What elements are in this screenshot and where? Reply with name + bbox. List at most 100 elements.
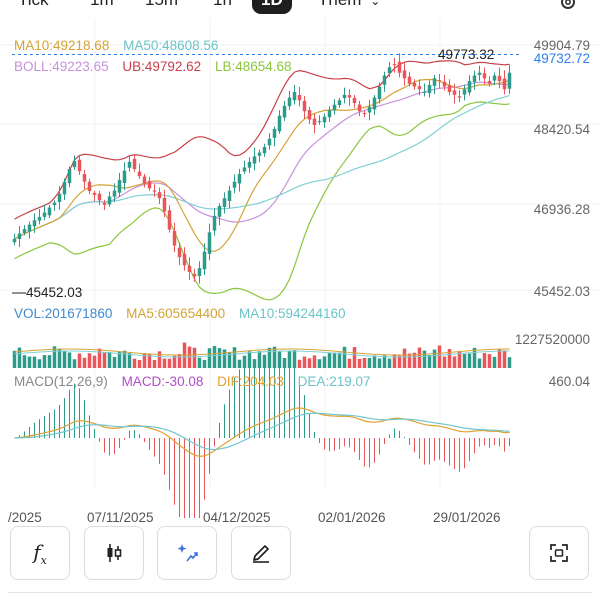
volume-bar [347, 358, 352, 368]
kline-chart[interactable]: MA10:49218.68 MA50:48608.56 BOLL:49223.6… [0, 18, 600, 525]
candle-body [197, 268, 202, 277]
candle-body [442, 81, 447, 87]
volume-bar [152, 359, 157, 368]
date-label-3: 02/01/2026 [318, 510, 386, 525]
volume-bar [487, 354, 492, 368]
candle-body [42, 212, 47, 217]
candle-body [412, 82, 417, 87]
volume-bar [232, 347, 237, 368]
volume-bar [117, 351, 122, 368]
tab-15m[interactable]: 15m [145, 0, 178, 10]
candle-body [427, 84, 432, 94]
candle-body [17, 233, 22, 240]
fullscreen-button[interactable] [529, 526, 589, 580]
volume-bar [62, 351, 67, 368]
bollinger-upper-line [14, 60, 510, 220]
volume-bar [477, 358, 482, 368]
volume-bar [217, 348, 222, 368]
candle-body [312, 118, 317, 126]
volume-bar [172, 355, 177, 368]
volume-bar [207, 348, 212, 368]
candle-body [157, 192, 162, 199]
volume-bar [177, 353, 182, 368]
candle-body [37, 216, 42, 221]
macd-params-label: MACD(12,26,9) [14, 374, 108, 389]
volume-bar [497, 349, 502, 368]
candle-body [462, 89, 467, 95]
volume-bar [272, 346, 277, 368]
candle-body [127, 161, 132, 168]
date-label-2: 04/12/2025 [203, 510, 271, 525]
volume-bar [247, 351, 252, 368]
candle-body [342, 94, 347, 99]
candle-body [237, 174, 242, 184]
volume-bar [367, 357, 372, 368]
candle-body [362, 113, 367, 115]
volume-bar [507, 357, 512, 368]
dif-label: DIF:204.03 [217, 374, 284, 389]
candle-body [117, 180, 122, 193]
candle-body [257, 152, 262, 156]
candle-body [347, 95, 352, 98]
candle-style-button[interactable] [84, 526, 144, 580]
candle-body [192, 273, 197, 277]
dea-line [14, 412, 510, 451]
candle-body [72, 160, 77, 168]
volume-bar [327, 353, 332, 368]
candle-body [382, 75, 387, 85]
volume-bar [22, 355, 27, 368]
candle-body [242, 167, 247, 172]
volume-bar [147, 353, 152, 368]
candle-body [452, 90, 457, 95]
volume-bar [162, 358, 167, 368]
volume-bar [422, 350, 427, 368]
volume-bar [332, 352, 337, 368]
tab-more-label: Them [318, 0, 361, 9]
volume-bar [107, 352, 112, 368]
candle-body [482, 73, 487, 79]
volume-bar [402, 348, 407, 368]
candle-body [447, 85, 452, 93]
draw-tool-button[interactable] [231, 526, 291, 580]
candle-body [132, 158, 137, 170]
tab-1m[interactable]: 1m [90, 0, 114, 10]
candle-body [62, 181, 67, 195]
volume-bar [267, 347, 272, 368]
candle-body [317, 121, 322, 123]
tab-more[interactable]: Them ⌄ [318, 0, 380, 10]
tab-tick[interactable]: Tick [18, 0, 49, 10]
volume-bar [447, 349, 452, 368]
volume-bar [257, 351, 262, 368]
ma50-line [14, 94, 510, 240]
volume-bar [237, 359, 242, 368]
indicator-fx-button[interactable]: fx [10, 526, 70, 580]
candle-body [332, 104, 337, 111]
volume-bar [52, 346, 57, 368]
gear-icon[interactable] [558, 0, 578, 17]
candle-body [477, 72, 482, 75]
volume-bar [442, 356, 447, 368]
volume-bar [277, 351, 282, 368]
candle-body [357, 104, 362, 112]
price-axis-l2: 48420.54 [533, 122, 590, 137]
candle-body [262, 147, 267, 154]
vol-label: VOL:201671860 [14, 306, 113, 321]
volume-bar [197, 357, 202, 368]
ma50-label: MA50:48608.56 [123, 38, 219, 53]
volume-legend: VOL:201671860 MA5:605654400 MA10:5942441… [14, 306, 356, 321]
ub-label: UB:49792.62 [122, 59, 202, 74]
volume-bar [102, 352, 107, 368]
high-marker: 49773.32 [438, 47, 495, 62]
candle-body [67, 169, 72, 184]
candle-body [172, 231, 177, 246]
bollinger-lower-line [14, 101, 510, 301]
ai-drawing-button[interactable] [157, 526, 217, 580]
candle-body [502, 78, 507, 90]
tab-1d[interactable]: 1D [252, 0, 292, 14]
volume-bar [37, 359, 42, 368]
pencil-icon [253, 545, 269, 563]
lb-label: LB:48654.68 [214, 59, 292, 74]
volume-bar [72, 359, 77, 368]
candle-body [57, 193, 62, 203]
tab-1h[interactable]: 1h [213, 0, 232, 10]
